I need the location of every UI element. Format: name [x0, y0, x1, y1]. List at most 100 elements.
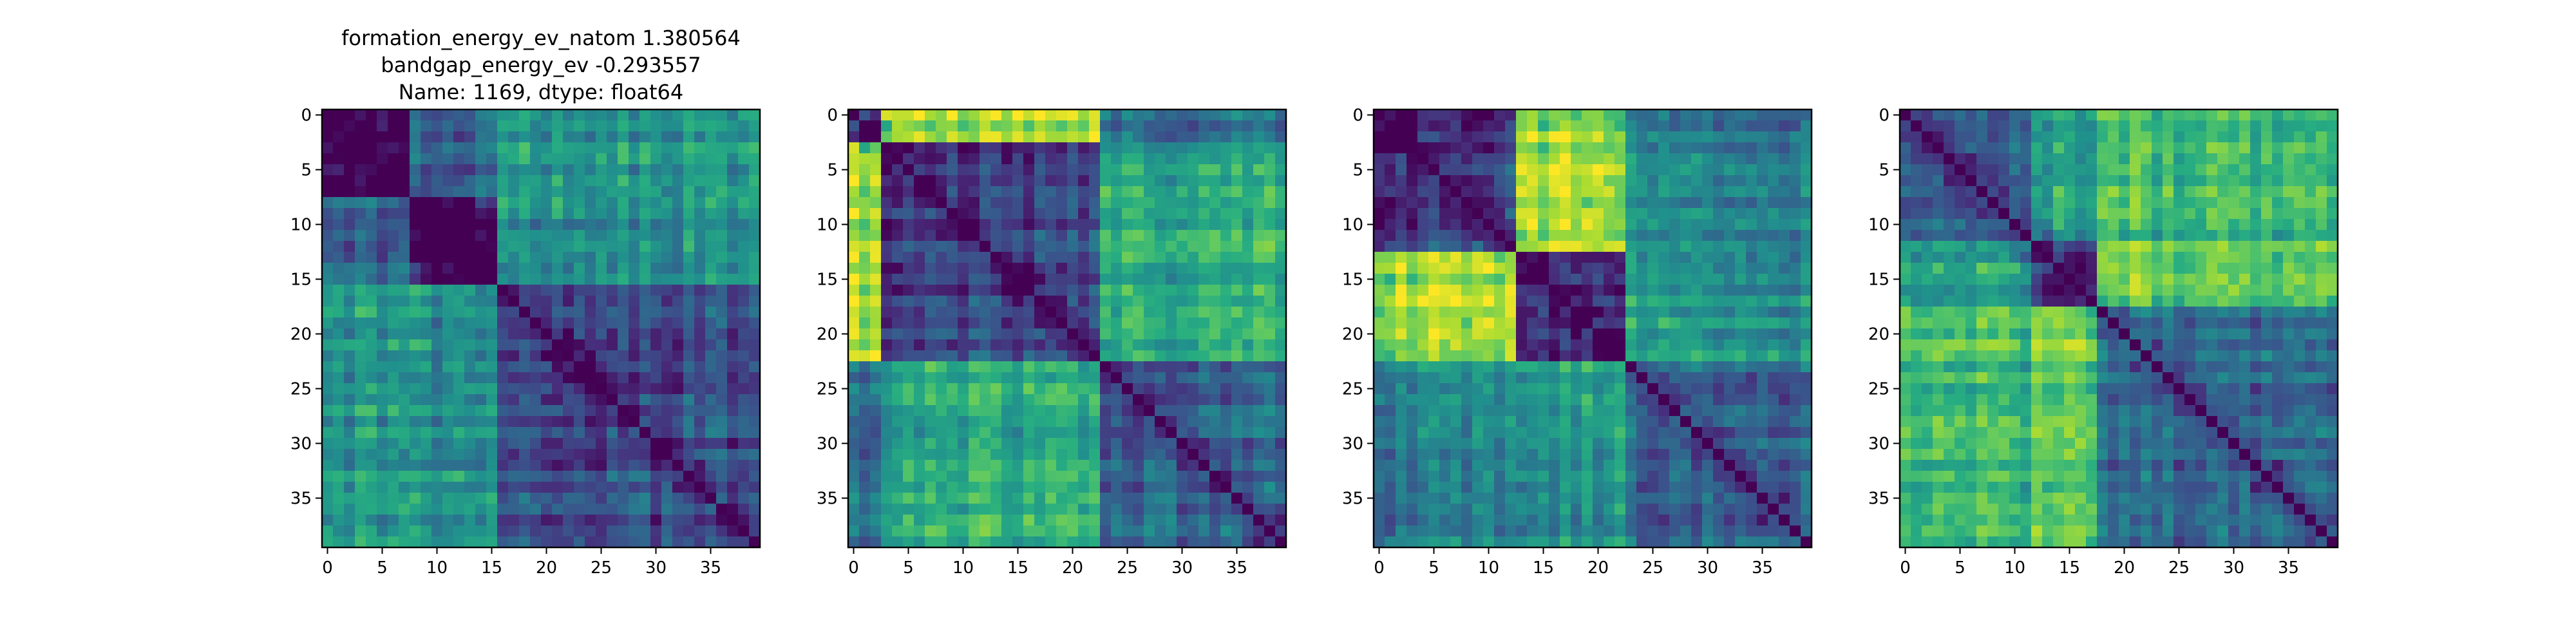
heatmap-cell — [1100, 339, 1112, 351]
heatmap-cell — [1461, 515, 1473, 526]
heatmap-cell — [1669, 350, 1681, 362]
heatmap-cell — [1188, 186, 1199, 198]
heatmap-cell — [1406, 296, 1418, 307]
heatmap-cell — [1527, 350, 1539, 362]
heatmap-cell — [1658, 416, 1670, 428]
heatmap-cell — [1056, 296, 1068, 307]
heatmap-cell — [903, 153, 914, 165]
heatmap-cell — [585, 449, 596, 460]
heatmap-cell — [947, 383, 958, 395]
heatmap-cell — [1636, 263, 1648, 274]
heatmap-cell — [366, 219, 377, 231]
x-tick-label: 20 — [536, 558, 557, 578]
heatmap-cell — [1198, 438, 1210, 450]
heatmap-cell — [1078, 120, 1090, 132]
heatmap-cell — [453, 394, 465, 406]
heatmap-cell — [552, 230, 564, 242]
heatmap-cell — [1702, 208, 1714, 220]
heatmap-cell — [990, 109, 1002, 121]
heatmap-cell — [1034, 339, 1046, 351]
heatmap-cell — [1133, 515, 1144, 526]
heatmap-cell — [1560, 405, 1571, 417]
heatmap-cell — [1056, 372, 1068, 384]
heatmap-cell — [1012, 536, 1024, 548]
heatmap-cell — [333, 208, 345, 220]
heatmap-cell — [705, 350, 717, 362]
heatmap-cell — [1034, 142, 1046, 154]
heatmap-cell — [1505, 175, 1517, 187]
heatmap-cell — [618, 131, 629, 143]
heatmap-cell — [607, 131, 618, 143]
heatmap-cell — [1746, 449, 1757, 460]
heatmap-cell — [1724, 526, 1736, 537]
heatmap-cell — [453, 230, 465, 242]
heatmap-cell — [1790, 296, 1801, 307]
heatmap-cell — [1505, 307, 1517, 318]
heatmap-cell — [859, 405, 871, 417]
heatmap-cell — [585, 383, 596, 395]
heatmap-cell — [464, 164, 476, 176]
heatmap-cell — [1604, 263, 1615, 274]
heatmap-cell — [1790, 350, 1801, 362]
heatmap-cell — [892, 153, 904, 165]
heatmap-cell — [421, 438, 432, 450]
heatmap-cell — [694, 120, 706, 132]
heatmap-cell — [377, 186, 388, 198]
heatmap-cell — [727, 307, 739, 318]
heatmap-cell — [1516, 109, 1528, 121]
heatmap-cell — [530, 186, 542, 198]
heatmap-cell — [1023, 471, 1035, 482]
heatmap-cell — [1385, 252, 1396, 263]
heatmap-cell — [1625, 515, 1637, 526]
heatmap-cell — [969, 274, 980, 285]
heatmap-cell — [585, 109, 596, 121]
heatmap-cell — [1724, 350, 1736, 362]
heatmap-cell — [1177, 296, 1188, 307]
heatmap-cell — [1647, 274, 1659, 285]
heatmap-cell — [1669, 493, 1681, 504]
heatmap-cell — [399, 285, 410, 296]
heatmap-cell — [1374, 186, 1385, 198]
heatmap-cell — [1166, 405, 1177, 417]
heatmap-cell — [1691, 482, 1703, 493]
heatmap-cell — [585, 230, 596, 242]
heatmap-cell — [1253, 361, 1265, 373]
heatmap-cell — [958, 361, 969, 373]
heatmap-cell — [1012, 175, 1024, 187]
heatmap-cell — [486, 317, 498, 329]
heatmap-cell — [431, 482, 443, 493]
x-tick-label: 15 — [1533, 558, 1554, 578]
heatmap-cell — [870, 504, 882, 515]
heatmap-cell — [497, 515, 509, 526]
heatmap-cell — [1669, 383, 1681, 395]
heatmap-cell — [1461, 274, 1473, 285]
heatmap-cell — [1615, 164, 1626, 176]
heatmap-cell — [377, 120, 388, 132]
heatmap-cell — [1658, 372, 1670, 384]
heatmap-cell — [1275, 460, 1287, 471]
heatmap-cell — [1527, 405, 1539, 417]
heatmap-cell — [508, 449, 520, 460]
heatmap-cell — [1023, 449, 1035, 460]
heatmap-cell — [486, 416, 498, 428]
heatmap-cell — [1593, 482, 1604, 493]
heatmap-cell — [1406, 372, 1418, 384]
heatmap-cell — [508, 339, 520, 351]
heatmap-cell — [1220, 219, 1232, 231]
heatmap-cell — [552, 307, 564, 318]
heatmap-cell — [738, 526, 750, 537]
heatmap-cell — [519, 109, 531, 121]
heatmap-cell — [1253, 405, 1265, 417]
heatmap-cell — [1549, 153, 1560, 165]
heatmap-cell — [1417, 131, 1429, 143]
heatmap-cell — [399, 493, 410, 504]
heatmap-cell — [519, 504, 531, 515]
heatmap-cell — [903, 285, 914, 296]
heatmap-cell — [1275, 274, 1287, 285]
heatmap-cell — [694, 109, 706, 121]
heatmap-cell — [1034, 164, 1046, 176]
heatmap-cell — [749, 175, 761, 187]
heatmap-cell — [508, 383, 520, 395]
heatmap-cell — [1450, 142, 1462, 154]
